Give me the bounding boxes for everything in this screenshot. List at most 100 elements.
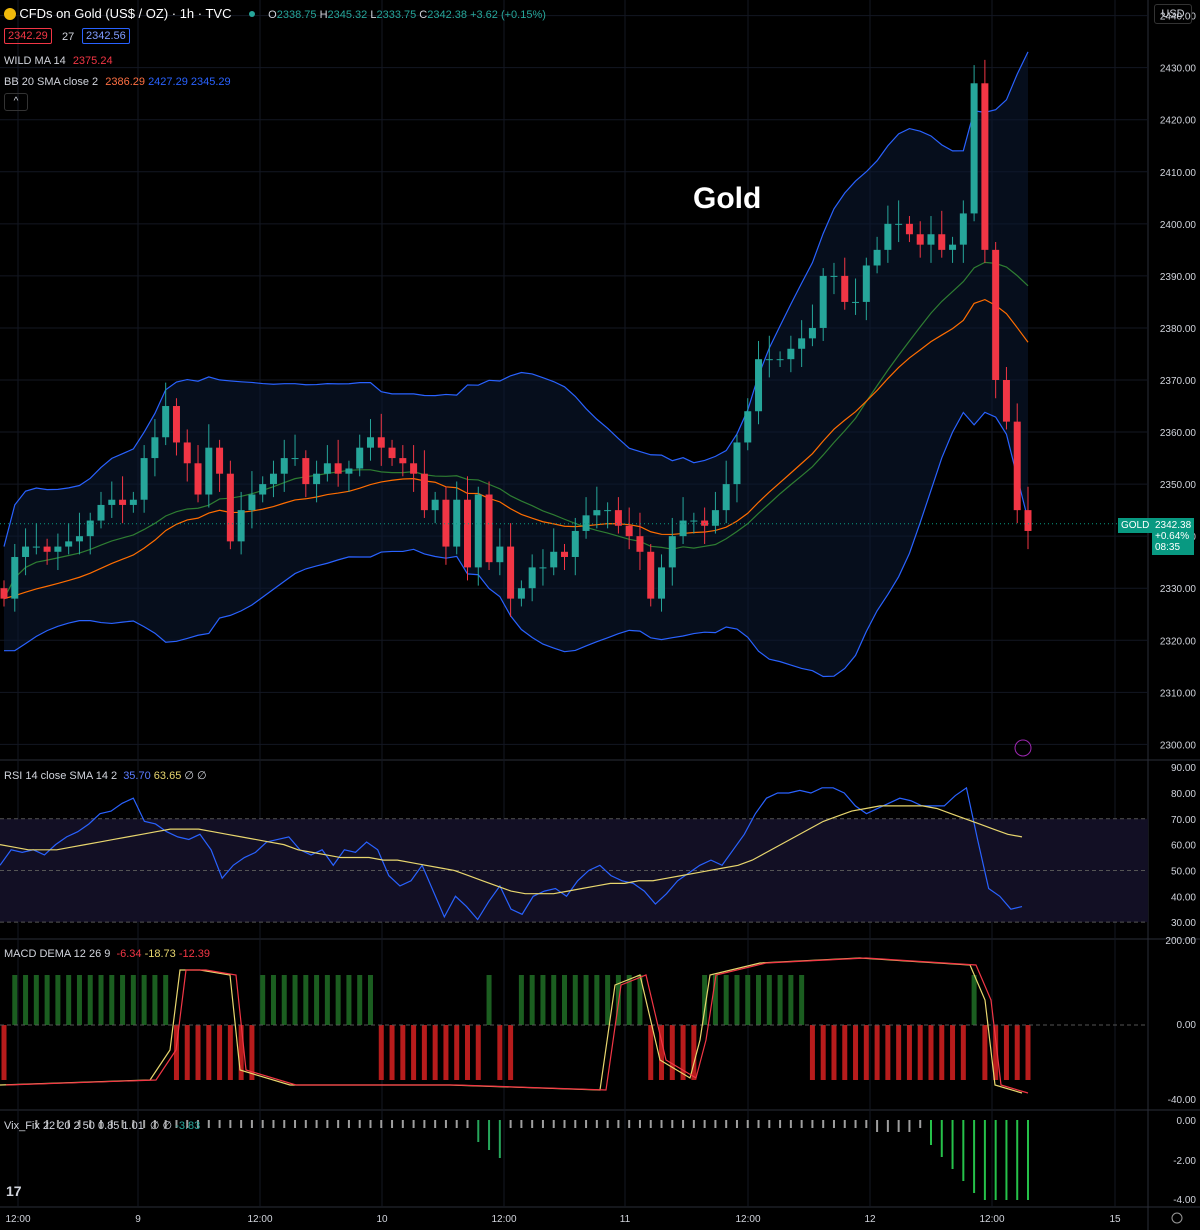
rsi-tick-label: 70.00 bbox=[1171, 815, 1196, 826]
bid-price[interactable]: 2342.29 bbox=[4, 28, 52, 44]
time-tick-label: 9 bbox=[135, 1214, 141, 1225]
macd-histogram-bar bbox=[217, 1025, 223, 1080]
vix-fix-bar bbox=[628, 1120, 631, 1128]
vix-fix-bar bbox=[121, 1120, 124, 1128]
vix-fix-bar bbox=[983, 1120, 986, 1200]
bb-lower-value: 2345.29 bbox=[190, 76, 231, 88]
macd-histogram-bar bbox=[23, 975, 29, 1025]
macd-histogram-bar bbox=[98, 975, 104, 1025]
candle-body bbox=[992, 249, 1000, 380]
vix-fix-bar bbox=[153, 1120, 156, 1128]
macd-histogram-bar bbox=[432, 1025, 438, 1080]
macd-histogram-bar bbox=[184, 1025, 190, 1080]
vix-fix-bar bbox=[56, 1120, 59, 1128]
macd-histogram-bar bbox=[939, 1025, 945, 1080]
vix-fix-bar bbox=[638, 1120, 641, 1128]
macd-tick-label: 0.00 bbox=[1177, 1020, 1197, 1031]
candle-body bbox=[431, 499, 439, 511]
price-tick-label: 2390.00 bbox=[1160, 272, 1197, 283]
macd-histogram-bar bbox=[238, 1025, 244, 1080]
macd-histogram-bar bbox=[411, 1025, 417, 1080]
vix-fix-bar bbox=[725, 1120, 728, 1128]
vix-fix-bar bbox=[164, 1120, 167, 1128]
wild-ma-line bbox=[3, 298, 1029, 600]
low-value: 2333.75 bbox=[376, 9, 417, 21]
price-tick-label: 2300.00 bbox=[1160, 740, 1197, 751]
macd-histogram-bar bbox=[702, 975, 708, 1025]
candle-body bbox=[1013, 421, 1021, 511]
candle-body bbox=[32, 546, 40, 548]
candle-body bbox=[755, 359, 763, 412]
macd-hist-value: -6.34 bbox=[116, 948, 142, 960]
candle-body bbox=[722, 484, 730, 511]
candle-body bbox=[399, 458, 407, 464]
macd-histogram-bar bbox=[357, 975, 363, 1025]
wild-ma-legend[interactable]: WILD MA 14 2375.24 bbox=[4, 55, 113, 67]
macd-legend[interactable]: MACD DEMA 12 26 9 -6.34 -18.73 -12.39 bbox=[4, 948, 210, 960]
candle-body bbox=[151, 437, 159, 459]
vix-fix-bar bbox=[703, 1120, 706, 1128]
candle-body bbox=[787, 348, 795, 360]
vix-fix-bar bbox=[175, 1120, 178, 1128]
macd-histogram-bar bbox=[44, 975, 50, 1025]
rsi-legend[interactable]: RSI 14 close SMA 14 2 35.70 63.65 ∅ ∅ bbox=[4, 769, 207, 782]
candle-body bbox=[356, 447, 364, 469]
macd-histogram-bar bbox=[1, 1025, 7, 1080]
price-tick-label: 2380.00 bbox=[1160, 324, 1197, 335]
macd-histogram-bar bbox=[227, 1025, 233, 1080]
vix-fix-bar bbox=[444, 1120, 447, 1128]
candle-body bbox=[280, 458, 288, 474]
candle-body bbox=[43, 546, 51, 552]
macd-histogram-bar bbox=[842, 1025, 848, 1080]
price-tick-label: 2410.00 bbox=[1160, 168, 1197, 179]
vix-legend[interactable]: Vix_Fix 22 20 2 50 0.85 1.01 ∅ ∅ -3.83 bbox=[4, 1119, 200, 1132]
macd-histogram-bar bbox=[324, 975, 330, 1025]
rsi-tick-label: 30.00 bbox=[1171, 918, 1196, 929]
vix-fix-bar bbox=[757, 1120, 760, 1128]
vix-fix-bar bbox=[240, 1120, 243, 1128]
macd-name: MACD DEMA 12 26 9 bbox=[4, 948, 111, 960]
candle-body bbox=[410, 463, 418, 474]
candle-body bbox=[172, 406, 180, 443]
vix-fix-bar bbox=[735, 1120, 738, 1128]
vix-fix-bar bbox=[455, 1120, 458, 1128]
macd-histogram-bar bbox=[551, 975, 557, 1025]
macd-histogram-bar bbox=[206, 1025, 212, 1080]
last-price-pct: +0.64% bbox=[1155, 531, 1190, 542]
price-tick-label: 2420.00 bbox=[1160, 116, 1197, 127]
bb-legend[interactable]: BB 20 SMA close 2 2386.29 2427.29 2345.2… bbox=[4, 76, 231, 88]
candle-body bbox=[690, 520, 698, 522]
candle-body bbox=[561, 551, 569, 557]
rsi-name: RSI 14 close SMA 14 2 bbox=[4, 770, 118, 782]
macd-histogram-bar bbox=[443, 1025, 449, 1080]
vix-fix-bar bbox=[854, 1120, 857, 1128]
vix-fix-bar bbox=[1027, 1120, 1029, 1200]
candle-body bbox=[744, 411, 752, 443]
bollinger-lower-line bbox=[4, 411, 1029, 678]
collapse-legend-button[interactable]: ^ bbox=[4, 93, 28, 111]
high-label: H bbox=[319, 9, 328, 21]
candle-body bbox=[323, 463, 331, 474]
candle-body bbox=[22, 546, 30, 557]
currency-selector[interactable]: USD bbox=[1154, 4, 1192, 24]
vix-fix-bar bbox=[531, 1120, 534, 1128]
vix-name: Vix_Fix 22 20 2 50 0.85 1.01 bbox=[4, 1120, 144, 1132]
macd-histogram-bar bbox=[87, 975, 93, 1025]
vix-fix-bar bbox=[617, 1120, 620, 1128]
price-tick-label: 2350.00 bbox=[1160, 480, 1197, 491]
ask-price[interactable]: 2342.56 bbox=[82, 28, 130, 44]
macd-histogram-bar bbox=[464, 1025, 470, 1080]
symbol-title[interactable]: CFDs on Gold (US$ / OZ) · 1h · TVC bbox=[19, 6, 232, 21]
macd-histogram-bar bbox=[303, 975, 309, 1025]
candle-body bbox=[862, 265, 870, 302]
macd-histogram-bar bbox=[270, 975, 276, 1025]
high-value: 2345.32 bbox=[327, 9, 368, 21]
macd-histogram-bar bbox=[120, 975, 126, 1025]
time-tick-label: 12 bbox=[864, 1214, 876, 1225]
macd-histogram-bar bbox=[141, 975, 147, 1025]
macd-histogram-bar bbox=[659, 1025, 665, 1080]
rsi-line bbox=[0, 786, 1023, 921]
vix-fix-bar bbox=[951, 1120, 954, 1169]
macd-histogram-bar bbox=[788, 975, 794, 1025]
